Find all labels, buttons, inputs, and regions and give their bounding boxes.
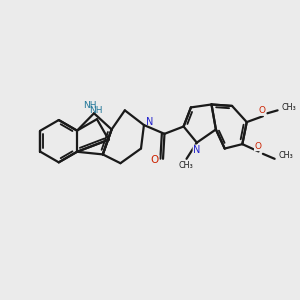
Text: O: O [151,155,159,165]
Text: O: O [259,106,266,116]
Text: NH: NH [83,100,96,109]
Text: N: N [193,145,200,155]
Text: CH₃: CH₃ [278,152,293,160]
Text: CH₃: CH₃ [281,103,296,112]
Text: NH: NH [89,106,102,116]
Text: CH₃: CH₃ [178,161,193,170]
Text: O: O [254,142,261,151]
Text: N: N [146,117,154,127]
